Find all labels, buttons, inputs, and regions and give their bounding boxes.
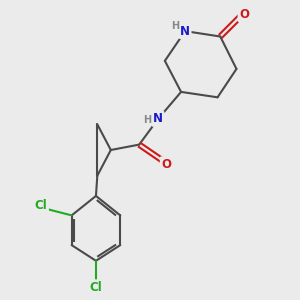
Text: Cl: Cl [35, 199, 47, 212]
Text: N: N [180, 25, 190, 38]
Text: O: O [239, 8, 249, 21]
Text: N: N [153, 112, 163, 125]
Text: Cl: Cl [90, 281, 102, 294]
Text: H: H [143, 115, 151, 125]
Text: H: H [171, 21, 179, 31]
Text: O: O [161, 158, 171, 171]
